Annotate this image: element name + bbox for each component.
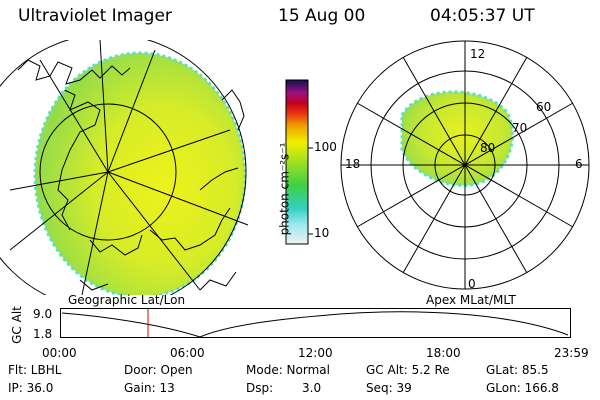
colorbar-label-10: 10	[314, 226, 330, 240]
altitude-curve	[61, 311, 569, 338]
polar-auroral-image	[400, 90, 514, 187]
geo-grid	[0, 40, 249, 295]
mlat-label-80: 80	[480, 141, 495, 155]
time-tick-2359: 23:59	[554, 346, 589, 360]
mlt-label-right: 6	[575, 157, 583, 171]
time-tick-1800: 18:00	[426, 346, 461, 360]
altitude-plot	[60, 308, 571, 338]
mlat-label-70: 70	[512, 121, 527, 135]
gain-info: Gain: 13	[124, 381, 175, 395]
glat-info: GLat: 85.5	[486, 363, 549, 377]
colorbar	[285, 79, 313, 245]
apex-caption: Apex MLat/MLT	[426, 293, 516, 307]
time-tick-1200: 12:00	[298, 346, 333, 360]
mlt-label-left: 18	[345, 157, 360, 171]
image-edge	[33, 51, 247, 295]
coastline	[39, 87, 239, 256]
polar-grid	[340, 40, 590, 290]
gc-alt-info: GC Alt: 5.2 Re	[366, 363, 450, 377]
colorbar-label-100: 100	[314, 140, 337, 154]
dsp-label: Dsp:	[246, 381, 274, 395]
ip-info: IP: 36.0	[8, 381, 54, 395]
mlat-label-60: 60	[536, 100, 551, 114]
time-label: 04:05:37 UT	[430, 6, 535, 26]
time-tick-0600: 06:00	[170, 346, 205, 360]
glon-info: GLon: 166.8	[486, 381, 559, 395]
dsp-value: 3.0	[302, 381, 322, 395]
altitude-plot-frame	[60, 308, 571, 338]
time-tick-0000: 00:00	[42, 346, 77, 360]
altitude-ylabel: GC Alt	[9, 306, 24, 344]
altitude-ytick-low: 1.8	[33, 327, 53, 341]
mlt-label-top: 12	[470, 47, 485, 61]
geographic-caption: Geographic Lat/Lon	[68, 293, 186, 307]
date-label: 15 Aug 00	[278, 6, 366, 26]
mode-info: Mode: Normal	[246, 363, 330, 377]
auroral-image	[35, 53, 245, 295]
coastline-outer	[17, 59, 245, 291]
door-info: Door: Open	[124, 363, 193, 377]
colorbar-gradient	[285, 79, 309, 245]
instrument-title: Ultraviolet Imager	[18, 6, 172, 26]
altitude-ytick-high: 9.0	[33, 307, 53, 321]
seq-info: Seq: 39	[366, 381, 412, 395]
colorbar-unit-label: photon cm⁻²s⁻¹	[277, 142, 292, 236]
geographic-image-panel	[0, 40, 249, 295]
polar-plot: 12 18 6 0 60 70 80	[340, 40, 590, 291]
filter-info: Flt: LBHL	[8, 363, 62, 377]
mlt-label-bottom: 0	[468, 277, 476, 291]
